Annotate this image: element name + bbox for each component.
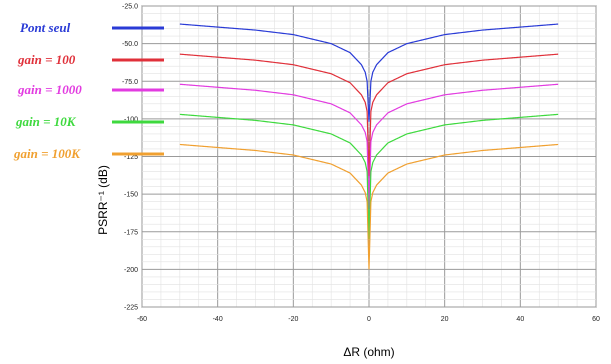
tick-labels: -60 -40 -20 0 20 40 60-25.0-50.0-75.0-100-125-… (122, 4, 600, 324)
x-tick-label: 20 (441, 316, 449, 323)
y-tick-label: -225 (124, 305, 138, 312)
series-line-4 (179, 113, 559, 240)
series-lines (179, 23, 559, 270)
x-axis-title: ΔR (ohm) (343, 345, 394, 359)
legend-label-5: gain = 100K (13, 146, 81, 161)
y-tick-label: -50.0 (122, 41, 138, 48)
y-tick-label: -175 (124, 229, 138, 236)
series-line-5 (179, 143, 559, 270)
legend-label-1: Pont seul (20, 20, 71, 35)
y-tick-label: -200 (124, 267, 138, 274)
y-tick-label: -125 (124, 154, 138, 161)
y-tick-label: -150 (124, 192, 138, 199)
legend-label-3: gain = 1000 (17, 82, 82, 97)
y-tick-label: -75.0 (122, 79, 138, 86)
legend-label-2: gain = 100 (17, 52, 76, 67)
x-tick-label: 60 (592, 316, 600, 323)
y-axis-title: PSRR⁻¹ (dB) (96, 165, 110, 235)
x-tick-label: 0 (367, 316, 371, 323)
series-line-2 (179, 53, 559, 177)
y-tick-label: -25.0 (122, 4, 138, 11)
x-tick-label: -40 (213, 316, 223, 323)
x-tick-label: -60 (137, 316, 147, 323)
series-line-1 (179, 23, 559, 122)
series-line-3 (179, 83, 559, 210)
y-tick-label: -100 (124, 116, 138, 123)
x-tick-label: -20 (288, 316, 298, 323)
legend-label-4: gain = 10K (15, 114, 77, 129)
legend: Pont seul gain = 100 gain = 1000 gain = 10K… (13, 20, 164, 161)
x-tick-label: 40 (516, 316, 524, 323)
